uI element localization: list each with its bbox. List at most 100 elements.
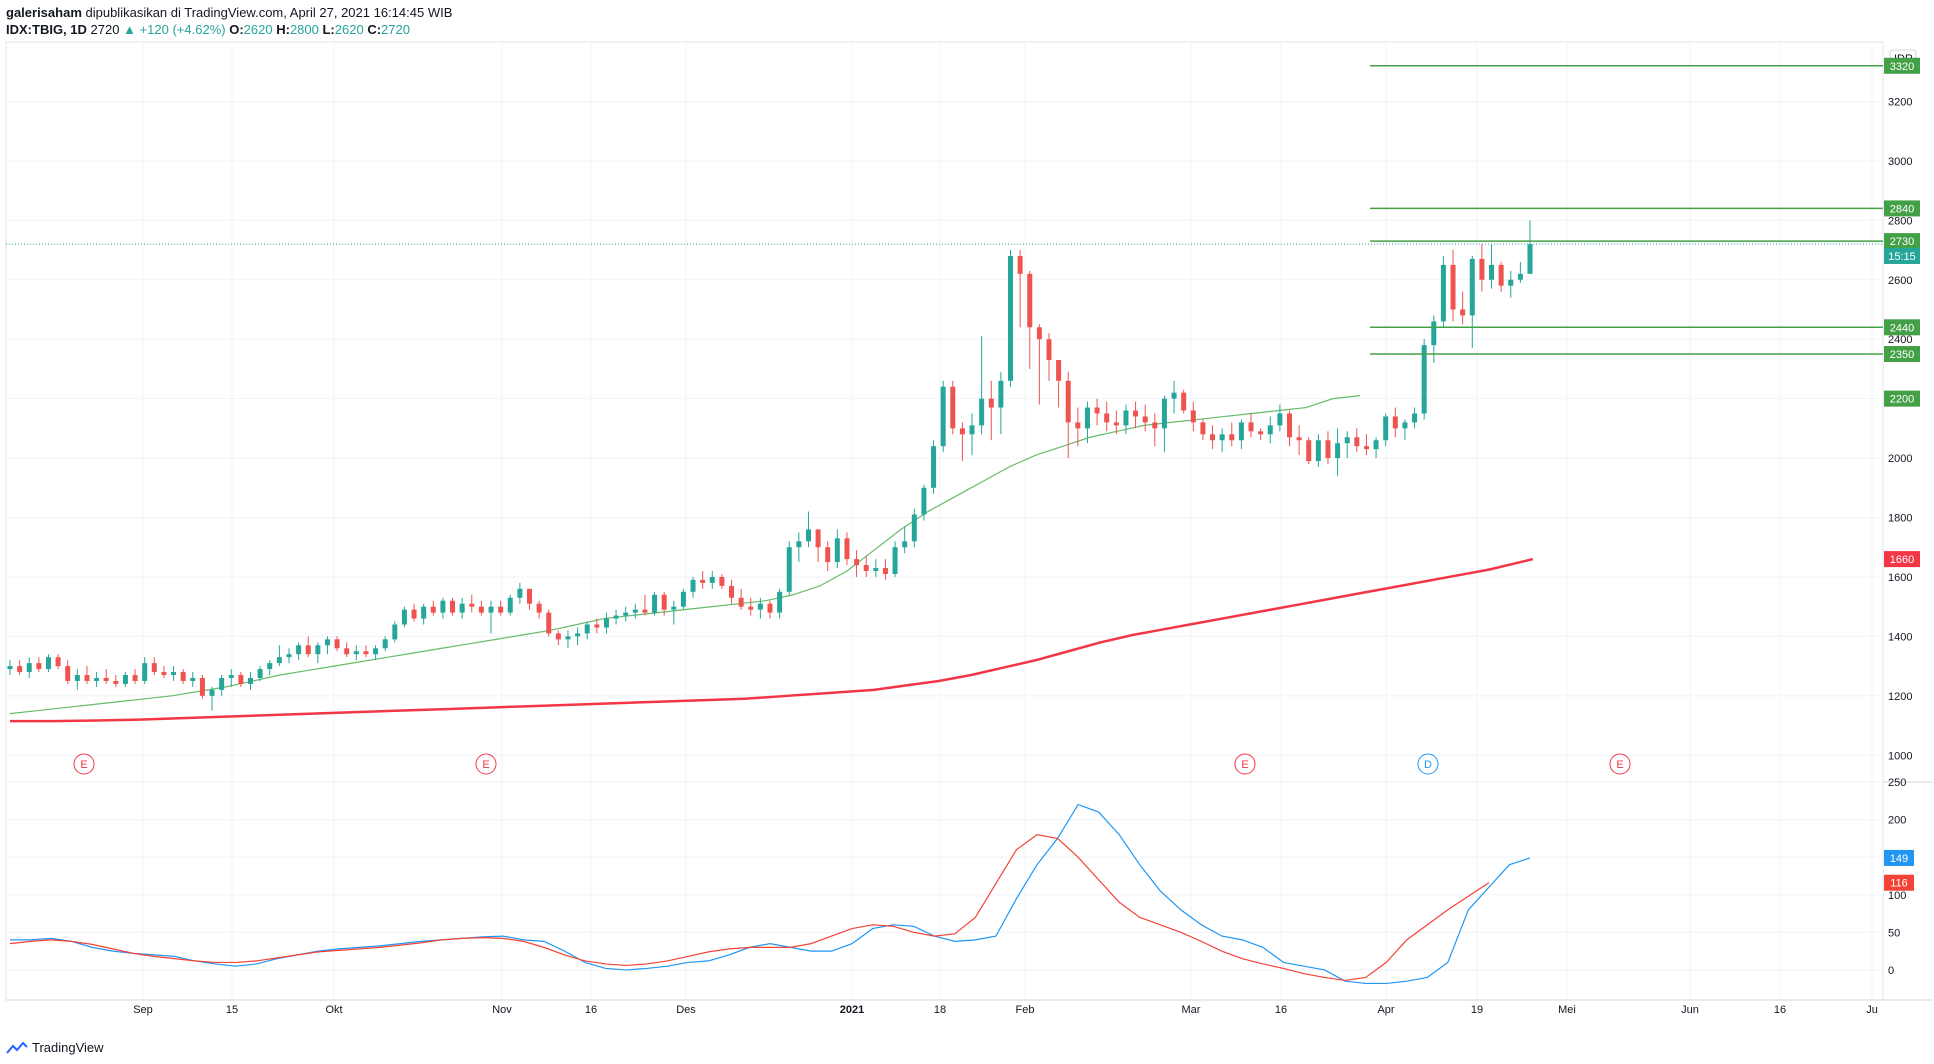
candle-body (1527, 244, 1533, 274)
candle-body (1392, 416, 1398, 429)
candle-body (1402, 422, 1408, 429)
candle-body (969, 425, 975, 435)
price-tag (1884, 233, 1920, 250)
y-tick-label: 1000 (1888, 750, 1912, 762)
candle-body (228, 675, 234, 678)
price-tag-label: 15:15 (1888, 251, 1916, 263)
candle-body (1508, 279, 1514, 286)
candle-body (1325, 440, 1331, 459)
candle-body (1315, 440, 1321, 462)
price-tag (1884, 319, 1920, 336)
candle-body (1161, 398, 1167, 429)
publish-info: dipublikasikan di TradingView.com, April… (85, 5, 453, 20)
candle-body (652, 594, 658, 613)
earnings-event-marker (1609, 753, 1631, 775)
author-name: galerisaham (6, 5, 82, 20)
candle-body (584, 624, 590, 634)
tradingview-logo-icon (6, 1041, 28, 1054)
price-tag (1884, 390, 1920, 407)
y-tick-label: 3000 (1888, 156, 1912, 168)
candle-body (1056, 359, 1062, 381)
candle-body (700, 579, 706, 583)
candle-body (613, 615, 619, 619)
candle-body (257, 669, 263, 678)
candle-body (1084, 407, 1090, 429)
candle-body (1335, 443, 1341, 459)
candle-body (45, 657, 51, 670)
candle-body (979, 398, 985, 426)
candle-body (1104, 413, 1110, 423)
publish-line: galerisaham dipublikasikan di TradingVie… (6, 4, 452, 21)
candle-body (36, 663, 42, 670)
candle-body (55, 657, 61, 667)
candle-body (190, 677, 196, 681)
candle-body (488, 606, 494, 613)
candle-body (440, 600, 446, 613)
candle-body (65, 666, 71, 681)
x-tick-label: 18 (934, 1004, 946, 1016)
candle-body (382, 639, 388, 649)
candle-body (873, 568, 879, 571)
y-tick-label: 100 (1888, 890, 1906, 902)
close-label: C: (367, 22, 382, 37)
candle-body (276, 657, 282, 664)
candle-body (1152, 422, 1158, 429)
price-tag (1884, 551, 1920, 568)
candle-body (1489, 264, 1495, 280)
candle-body (767, 603, 773, 613)
price-tag (1884, 57, 1920, 74)
candle-body (1229, 434, 1235, 441)
candle-body (411, 609, 417, 619)
candle-body (1306, 440, 1312, 462)
indicator-red-line (9, 833, 1490, 982)
last-price: 2720 (90, 22, 120, 37)
tradingview-brand: TradingView (32, 1040, 104, 1055)
candle-body (1460, 309, 1466, 316)
candle-body (796, 541, 802, 548)
plot-frame (5, 41, 1884, 1001)
candle-body (161, 672, 167, 676)
candle-body (1219, 434, 1225, 441)
candle-body (1344, 437, 1350, 444)
candle-body (324, 639, 330, 646)
candle-body (603, 618, 609, 628)
x-tick-label: Des (676, 1004, 696, 1016)
candle-body (171, 672, 177, 676)
candle-body (1421, 345, 1427, 414)
tradingview-logo[interactable]: TradingView (6, 1040, 104, 1055)
candle-body (103, 677, 109, 681)
candle-body (1046, 339, 1052, 360)
price-tag-label: 2730 (1890, 236, 1914, 248)
candle-body (199, 677, 205, 696)
candle-body (940, 386, 946, 447)
candle-body (248, 677, 254, 684)
candle-body (305, 645, 311, 655)
candle-body (632, 609, 638, 613)
indicator-blue-line (10, 803, 1531, 985)
y-tick-label: 1800 (1888, 513, 1912, 525)
candle-body (1017, 255, 1023, 274)
x-tick-label: 2021 (840, 1004, 864, 1016)
candle-body (546, 612, 552, 634)
candle-body (74, 675, 80, 681)
candle-body (498, 606, 504, 613)
candle-body (825, 547, 831, 563)
candle-body (469, 603, 475, 607)
candle-body (854, 559, 860, 566)
high-label: H: (276, 22, 290, 37)
candle-body (1008, 255, 1014, 381)
candle-body (777, 591, 783, 613)
y-tick-label: 2000 (1888, 453, 1912, 465)
candle-body (1027, 273, 1033, 328)
candle-body (315, 645, 321, 655)
price-tag-label: 2840 (1890, 203, 1914, 215)
indicator-value-label: 149 (1890, 853, 1908, 865)
candle-body (296, 645, 302, 655)
candle-body (1383, 416, 1389, 441)
candle-body (536, 603, 542, 613)
low-label: L: (322, 22, 335, 37)
candle-body (1142, 416, 1148, 423)
candle-body (863, 565, 869, 571)
candle-body (594, 624, 600, 628)
